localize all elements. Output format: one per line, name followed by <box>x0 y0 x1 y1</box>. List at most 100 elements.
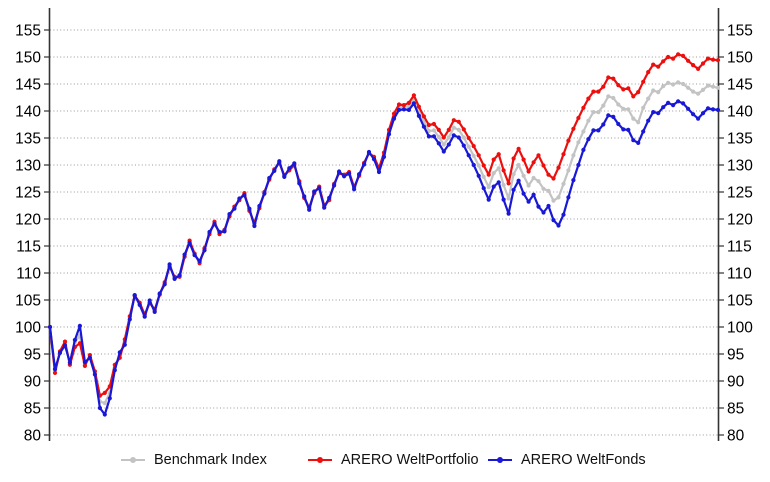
axes-layer <box>44 8 724 441</box>
data-point <box>491 157 496 162</box>
data-point <box>696 116 701 121</box>
data-point <box>267 175 272 181</box>
data-point <box>446 127 451 132</box>
data-point <box>481 186 486 191</box>
data-point <box>661 105 666 110</box>
data-point <box>661 84 666 89</box>
data-point <box>362 162 367 167</box>
data-point <box>646 70 651 75</box>
data-point <box>52 370 58 375</box>
data-point <box>621 127 626 132</box>
data-point <box>446 135 451 140</box>
data-point <box>631 138 636 143</box>
data-point <box>77 341 82 346</box>
data-point <box>172 276 177 281</box>
data-point <box>67 360 72 365</box>
data-point <box>431 128 436 133</box>
data-point <box>671 82 676 87</box>
data-point <box>656 64 661 69</box>
data-point <box>207 229 212 235</box>
data-point <box>596 128 601 133</box>
y-axis-label-right-110: 110 <box>727 266 752 283</box>
data-point <box>217 229 222 235</box>
data-point <box>710 57 716 62</box>
data-point <box>167 262 172 267</box>
data-point <box>710 107 716 112</box>
legend-label: ARERO WeltFonds <box>521 452 646 468</box>
data-point <box>566 168 571 173</box>
data-point <box>416 113 421 118</box>
data-point <box>486 172 491 177</box>
data-point <box>496 152 501 157</box>
data-point <box>57 350 63 355</box>
data-point <box>52 367 58 372</box>
data-point <box>471 162 476 168</box>
data-point <box>576 162 581 168</box>
y-axis-label-right-90: 90 <box>727 374 745 391</box>
data-point <box>62 339 68 344</box>
data-point <box>676 99 681 104</box>
data-point <box>531 192 536 197</box>
data-point <box>536 179 541 184</box>
data-point <box>661 59 666 64</box>
data-point <box>611 95 616 101</box>
data-point <box>416 104 421 109</box>
data-point <box>561 181 566 186</box>
data-point <box>406 107 411 112</box>
y-axis-label-left-90: 90 <box>24 374 42 391</box>
y-axis-label-right-150: 150 <box>727 50 753 67</box>
legend-item-arero-weltfonds: ARERO WeltFonds <box>488 449 646 471</box>
data-point <box>601 122 606 127</box>
data-point <box>700 111 706 116</box>
data-point <box>47 324 53 330</box>
y-axis-label-left-135: 135 <box>15 131 41 148</box>
data-point <box>581 105 586 110</box>
data-point <box>431 121 436 127</box>
data-point <box>656 90 661 95</box>
data-point <box>696 91 701 96</box>
data-point <box>287 166 292 171</box>
data-point <box>232 206 237 211</box>
y-axis-label-left-150: 150 <box>15 50 41 67</box>
data-point <box>715 58 721 63</box>
data-point <box>476 163 481 168</box>
data-point <box>641 105 646 110</box>
data-point <box>451 125 456 130</box>
data-point <box>102 401 107 406</box>
data-point <box>327 195 332 200</box>
y-axis-label-right-145: 145 <box>727 77 753 94</box>
data-point <box>631 94 636 99</box>
data-point <box>571 153 576 158</box>
y-axis-label-left-80: 80 <box>24 428 42 445</box>
chart-canvas: 80 80 85 85 90 90 95 95 100 100 105 105 110 110 115 115… <box>15 8 753 445</box>
legend-marker-icon <box>121 457 145 463</box>
data-point <box>112 368 117 373</box>
data-point <box>282 174 287 179</box>
data-point <box>277 159 282 164</box>
data-point <box>501 197 506 202</box>
data-point <box>561 152 566 157</box>
data-point <box>501 182 506 188</box>
data-point <box>601 103 606 108</box>
data-point <box>441 135 446 140</box>
data-point <box>681 53 686 59</box>
data-point <box>626 86 631 91</box>
data-point <box>227 212 232 217</box>
data-point <box>691 89 696 94</box>
y-axis-label-left-115: 115 <box>16 239 41 256</box>
y-axis-label-left-110: 110 <box>16 266 41 283</box>
data-point <box>396 102 402 107</box>
data-point <box>491 184 496 189</box>
legend-marker-icon <box>488 457 512 463</box>
data-point <box>656 111 661 116</box>
data-point <box>681 101 686 106</box>
data-point <box>242 193 247 198</box>
data-point <box>506 196 511 201</box>
data-point <box>551 176 556 181</box>
data-point <box>521 173 526 178</box>
data-point <box>521 191 526 196</box>
data-point <box>636 90 641 95</box>
legend-dot-icon <box>497 457 503 463</box>
data-point <box>137 302 142 307</box>
